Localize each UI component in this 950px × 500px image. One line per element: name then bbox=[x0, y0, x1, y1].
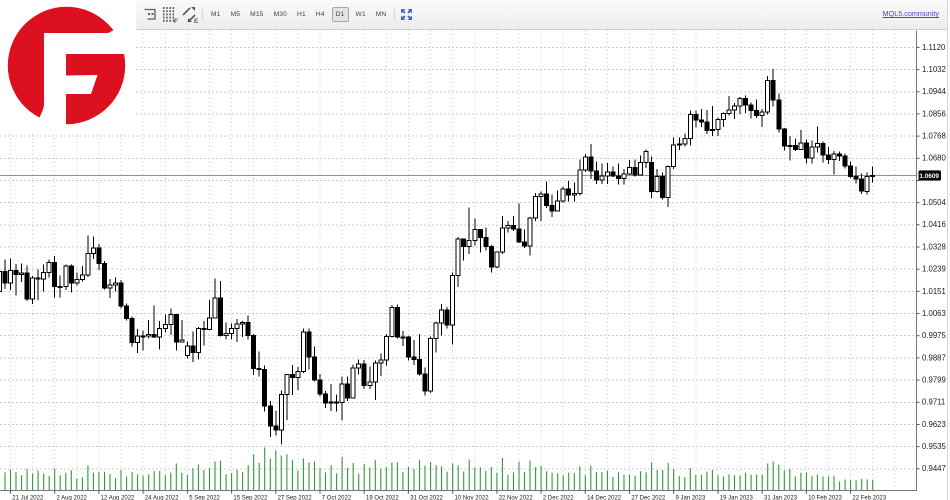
svg-text:2 Dec 2022: 2 Dec 2022 bbox=[543, 496, 574, 500]
svg-text:1.0328: 1.0328 bbox=[922, 242, 946, 251]
svg-text:19 Oct 2022: 19 Oct 2022 bbox=[366, 496, 399, 500]
svg-text:0.9623: 0.9623 bbox=[922, 420, 946, 429]
svg-text:24 Aug 2022: 24 Aug 2022 bbox=[145, 496, 179, 500]
svg-text:1.0768: 1.0768 bbox=[922, 132, 946, 141]
svg-text:1.0680: 1.0680 bbox=[922, 154, 947, 163]
svg-text:12 Aug 2022: 12 Aug 2022 bbox=[101, 496, 135, 500]
svg-text:14 Dec 2022: 14 Dec 2022 bbox=[587, 496, 622, 500]
svg-text:22 Nov 2022: 22 Nov 2022 bbox=[499, 496, 534, 500]
svg-text:7 Oct 2022: 7 Oct 2022 bbox=[322, 496, 352, 500]
svg-text:1.0944: 1.0944 bbox=[922, 87, 947, 96]
svg-text:31 Oct 2022: 31 Oct 2022 bbox=[410, 496, 443, 500]
svg-text:31 Jan 2023: 31 Jan 2023 bbox=[764, 496, 798, 500]
svg-text:15 Sep 2022: 15 Sep 2022 bbox=[233, 496, 268, 500]
svg-text:1.0239: 1.0239 bbox=[922, 265, 946, 274]
svg-text:1.0063: 1.0063 bbox=[922, 309, 946, 318]
svg-text:1.0609: 1.0609 bbox=[919, 173, 939, 180]
svg-text:1.0504: 1.0504 bbox=[922, 198, 947, 207]
svg-text:E: E bbox=[194, 18, 199, 25]
svg-text:F: F bbox=[174, 18, 178, 25]
svg-text:1.0151: 1.0151 bbox=[922, 287, 946, 296]
svg-text:5 Sep 2022: 5 Sep 2022 bbox=[189, 496, 220, 500]
svg-text:22 Feb 2023: 22 Feb 2023 bbox=[852, 496, 886, 500]
svg-text:0.9535: 0.9535 bbox=[922, 442, 947, 451]
svg-text:0.9711: 0.9711 bbox=[922, 398, 945, 407]
svg-text:1.0416: 1.0416 bbox=[922, 220, 946, 229]
svg-text:10 Nov 2022: 10 Nov 2022 bbox=[455, 496, 490, 500]
svg-text:0.9799: 0.9799 bbox=[922, 376, 946, 385]
svg-text:10 Feb 2023: 10 Feb 2023 bbox=[808, 496, 842, 500]
svg-text:2 Aug 2022: 2 Aug 2022 bbox=[57, 496, 88, 500]
svg-text:9 Jan 2023: 9 Jan 2023 bbox=[676, 496, 706, 500]
svg-text:27 Sep 2022: 27 Sep 2022 bbox=[278, 496, 313, 500]
svg-text:21 Jul 2022: 21 Jul 2022 bbox=[12, 496, 44, 500]
svg-text:1.0856: 1.0856 bbox=[922, 109, 946, 118]
svg-text:0.9975: 0.9975 bbox=[922, 331, 947, 340]
svg-text:27 Dec 2022: 27 Dec 2022 bbox=[631, 496, 666, 500]
svg-text:0.9887: 0.9887 bbox=[922, 353, 946, 362]
svg-text:19 Jan 2023: 19 Jan 2023 bbox=[720, 496, 754, 500]
svg-text:1.1032: 1.1032 bbox=[922, 65, 946, 74]
svg-text:1.1120: 1.1120 bbox=[922, 43, 946, 52]
svg-text:0.9447: 0.9447 bbox=[922, 464, 946, 473]
